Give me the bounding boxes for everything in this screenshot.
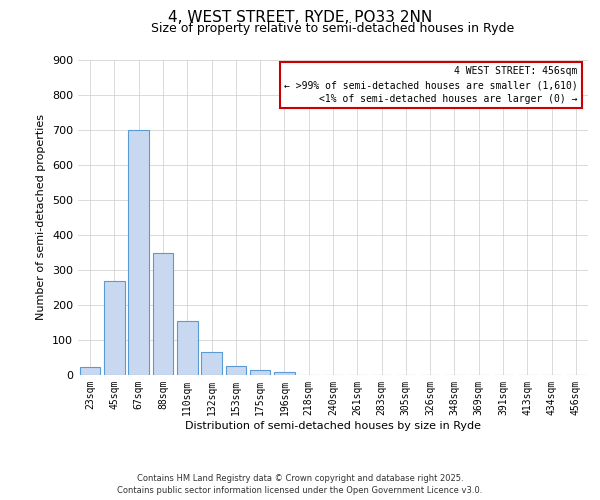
- Text: Contains HM Land Registry data © Crown copyright and database right 2025.
Contai: Contains HM Land Registry data © Crown c…: [118, 474, 482, 495]
- Y-axis label: Number of semi-detached properties: Number of semi-detached properties: [37, 114, 46, 320]
- Bar: [128, 130, 149, 375]
- Bar: [152, 252, 173, 375]
- Text: 4 WEST STREET: 456sqm
← >99% of semi-detached houses are smaller (1,610)
<1% of : 4 WEST STREET: 456sqm ← >99% of semi-det…: [284, 66, 578, 104]
- Bar: [201, 352, 222, 375]
- X-axis label: Distribution of semi-detached houses by size in Ryde: Distribution of semi-detached houses by …: [185, 420, 481, 430]
- Bar: [80, 368, 100, 375]
- Bar: [104, 280, 125, 375]
- Bar: [250, 370, 271, 375]
- Bar: [274, 372, 295, 375]
- Title: Size of property relative to semi-detached houses in Ryde: Size of property relative to semi-detach…: [151, 22, 515, 35]
- Text: 4, WEST STREET, RYDE, PO33 2NN: 4, WEST STREET, RYDE, PO33 2NN: [168, 10, 432, 25]
- Bar: [226, 366, 246, 375]
- Bar: [177, 321, 197, 375]
